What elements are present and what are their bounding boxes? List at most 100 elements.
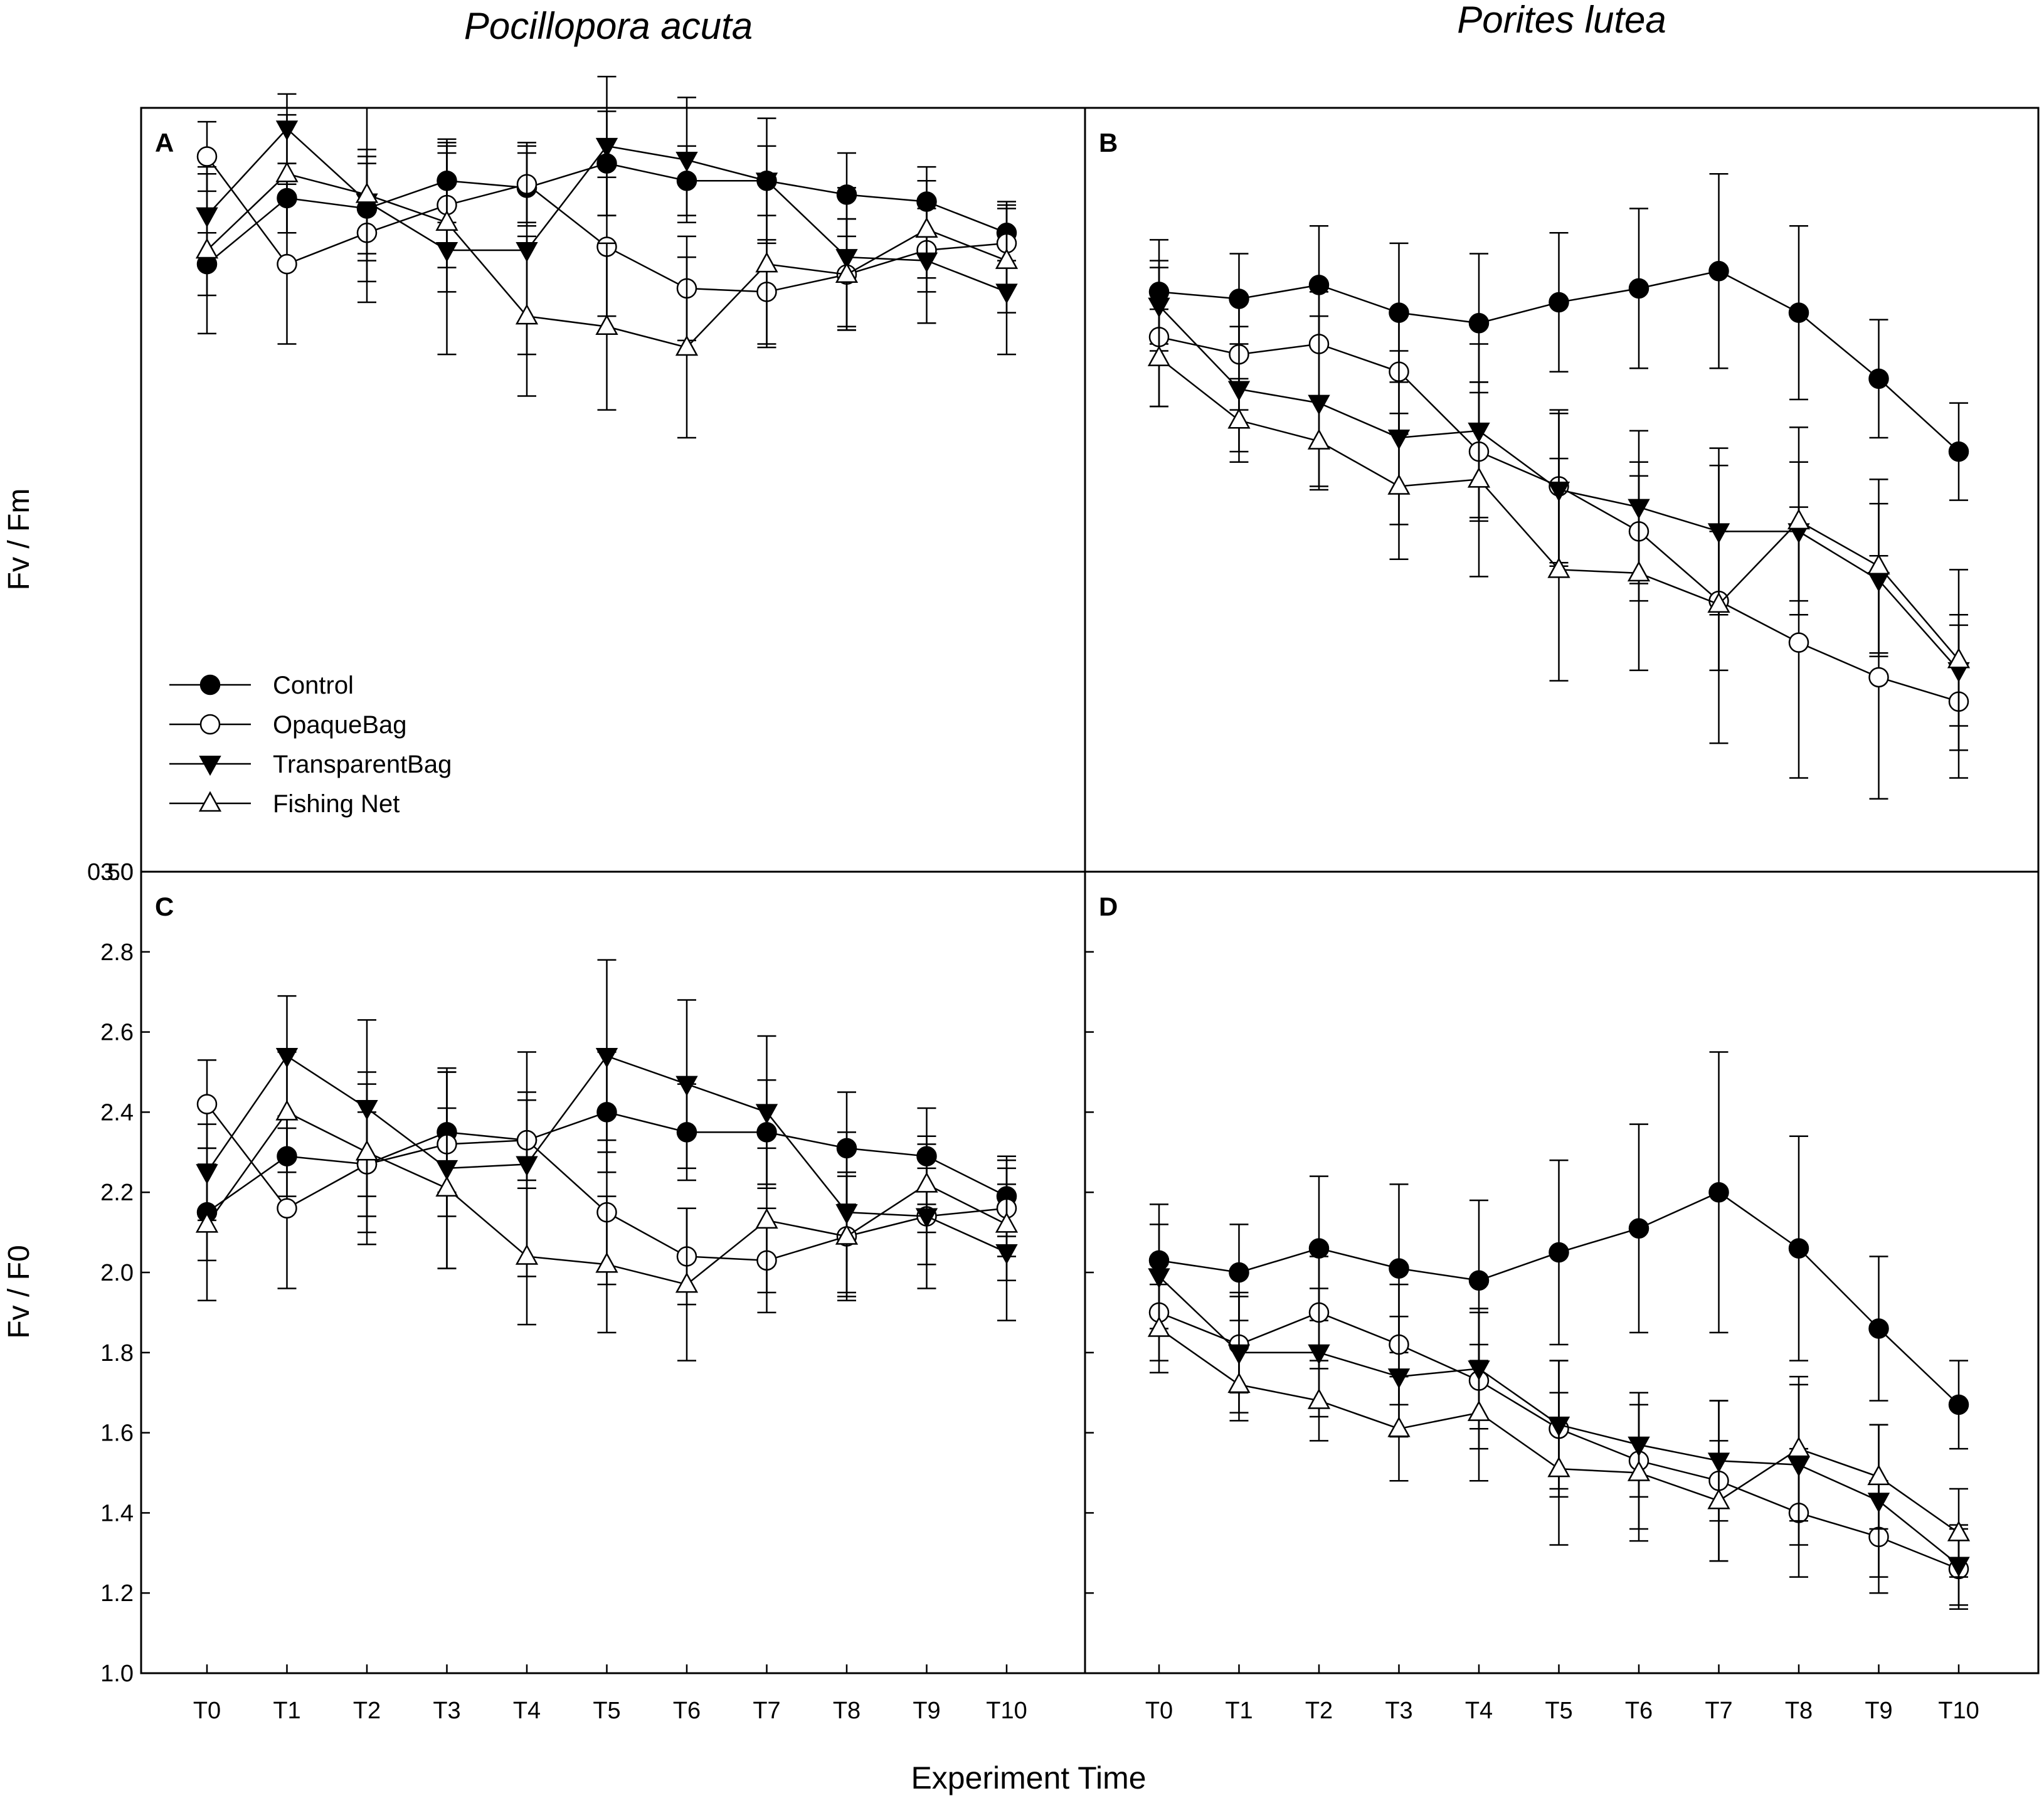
marker-filled-triangle — [675, 1076, 698, 1096]
marker-filled-circle — [1868, 368, 1889, 389]
marker-open-triangle — [595, 314, 618, 336]
marker-filled-triangle — [1148, 297, 1170, 318]
marker-filled-triangle — [1308, 1344, 1330, 1365]
marker-open-triangle — [1947, 1520, 1971, 1541]
marker-open-triangle — [435, 1176, 458, 1197]
marker-filled-triangle — [595, 137, 618, 158]
marker-filled-circle — [1868, 1318, 1889, 1339]
marker-open-circle — [1868, 667, 1889, 688]
y-tick-label: 2.0 — [100, 1260, 134, 1286]
legend-label: Fishing Net — [273, 790, 400, 818]
marker-open-triangle — [355, 1139, 379, 1161]
y-tick-label: 2.6 — [100, 1020, 134, 1046]
panel-b: B — [1084, 107, 2040, 873]
marker-open-triangle — [915, 217, 938, 238]
panel-label: B — [1099, 128, 1118, 157]
marker-filled-triangle — [755, 1104, 778, 1124]
marker-filled-circle — [1788, 302, 1809, 323]
marker-filled-triangle — [675, 152, 698, 172]
marker-open-triangle — [1467, 1400, 1491, 1421]
panel-c: C 1.0 1.2 1.4 1.6 1.8 2.0 2.2 2.4 2.6 2.8 3.0 T0 T1 T2… — [100, 859, 1086, 1724]
marker-filled-circle — [1468, 313, 1490, 334]
marker-open-triangle — [1387, 1416, 1411, 1437]
marker-filled-triangle — [1148, 1268, 1170, 1289]
series-fishing-net — [1147, 308, 1971, 751]
legend-label: OpaqueBag — [273, 711, 407, 739]
marker-filled-circle — [1389, 1258, 1409, 1279]
marker-open-triangle — [915, 1171, 938, 1193]
marker-open-triangle — [755, 1208, 778, 1229]
marker-filled-circle — [1229, 1262, 1249, 1283]
x-tick-label: T9 — [1865, 1698, 1892, 1724]
marker-open-triangle — [995, 1212, 1019, 1233]
marker-open-triangle — [1307, 428, 1331, 450]
x-tick-label: T3 — [433, 1698, 460, 1724]
x-tick-label: T10 — [986, 1698, 1027, 1724]
x-tick-label: T4 — [1465, 1698, 1493, 1724]
marker-open-triangle — [275, 1099, 299, 1121]
y-tick-label: 2.2 — [100, 1180, 134, 1206]
marker-open-triangle — [1227, 1372, 1251, 1393]
x-tick-label: T7 — [753, 1698, 780, 1724]
marker-filled-circle — [1948, 441, 1969, 462]
marker-open-triangle — [1787, 1436, 1811, 1457]
marker-open-triangle — [1147, 346, 1171, 366]
marker-open-triangle — [1547, 557, 1570, 578]
marker-filled-triangle — [516, 1156, 538, 1176]
legend: Control OpaqueBag TransparentBag Fishing Ne… — [169, 672, 452, 818]
marker-filled-circle — [199, 674, 221, 695]
series-control — [1148, 1051, 1969, 1450]
marker-open-circle — [1788, 632, 1809, 653]
y-tick-label: 3.0 — [100, 859, 134, 886]
marker-open-triangle — [515, 1244, 539, 1265]
y-tick-label: 1.0 — [100, 1661, 134, 1687]
x-tick-label: T6 — [1625, 1698, 1653, 1724]
marker-open-triangle — [515, 304, 539, 325]
marker-open-triangle — [1467, 467, 1491, 488]
marker-open-triangle — [1867, 1464, 1890, 1486]
marker-open-triangle — [1307, 1388, 1331, 1409]
y-tick-label: 2.8 — [100, 939, 134, 966]
x-tick-label: T1 — [273, 1698, 300, 1724]
marker-filled-circle — [1549, 292, 1569, 313]
marker-open-triangle — [275, 161, 299, 182]
panel-label: D — [1099, 892, 1118, 921]
x-tick-label: T6 — [673, 1698, 701, 1724]
marker-filled-triangle — [199, 756, 221, 776]
series-control — [1148, 172, 1969, 501]
marker-open-triangle — [1387, 473, 1411, 495]
marker-open-circle — [277, 253, 297, 275]
marker-open-circle — [196, 146, 218, 167]
x-tick-label: T0 — [1145, 1698, 1173, 1724]
marker-filled-circle — [1708, 1182, 1729, 1203]
x-tick-label: T7 — [1705, 1698, 1732, 1724]
y-tick-label: 1.2 — [100, 1580, 134, 1607]
x-tick-label: T10 — [1938, 1698, 1979, 1724]
series-fishing-net — [1147, 1283, 1971, 1578]
y-tick-label: 1.6 — [100, 1420, 134, 1447]
marker-filled-circle — [1948, 1394, 1969, 1415]
x-tick-label: T4 — [513, 1698, 541, 1724]
marker-open-triangle — [1867, 554, 1890, 575]
marker-open-triangle — [755, 251, 778, 273]
marker-open-triangle — [1547, 1456, 1570, 1478]
marker-open-circle — [196, 1094, 218, 1114]
species-title-left: Pocillopora acuta — [464, 5, 753, 47]
marker-open-triangle — [195, 1212, 219, 1233]
x-tick-label: T9 — [913, 1698, 940, 1724]
marker-open-triangle — [1707, 1488, 1730, 1510]
marker-filled-circle — [1308, 1238, 1330, 1259]
marker-open-triangle — [1147, 1316, 1171, 1337]
marker-filled-circle — [1628, 278, 1649, 299]
marker-open-triangle — [1627, 1460, 1651, 1481]
panel-d: D T0 T1 T2 T3 T4 T5 T6 T7 T8 T9 T10 — [1084, 870, 2040, 1724]
x-tick-label: T2 — [1305, 1698, 1333, 1724]
marker-open-circle — [199, 714, 221, 735]
marker-filled-circle — [1708, 260, 1729, 282]
y-axis-title-top: Fv / Fm — [3, 489, 36, 591]
marker-open-triangle — [1947, 647, 1971, 669]
marker-open-triangle — [995, 248, 1019, 269]
marker-filled-circle — [1468, 1270, 1490, 1291]
x-tick-label: T5 — [593, 1698, 620, 1724]
panel-a: A 0.50 Control OpaqueBag TransparentBag Fishi… — [87, 75, 1086, 886]
